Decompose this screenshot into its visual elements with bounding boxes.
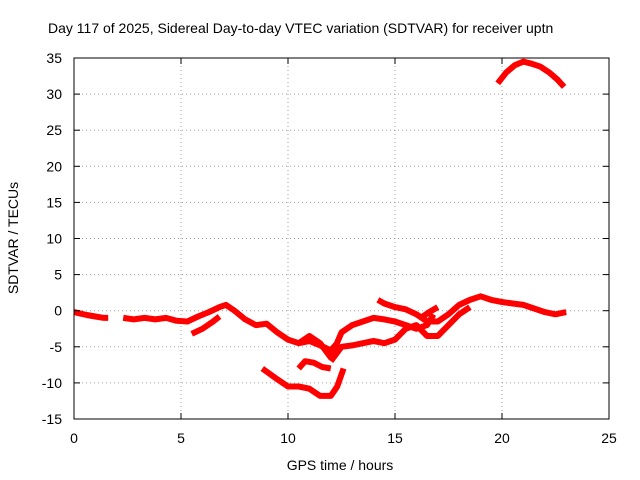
chart-title: Day 117 of 2025, Sidereal Day-to-day VTE… (48, 20, 553, 36)
series-line-arc-4 (297, 312, 437, 361)
y-axis-label: SDTVAR / TECUs (5, 182, 21, 294)
series-line-arc-8 (260, 366, 347, 399)
series-line-arc-9 (296, 358, 332, 372)
x-tick-label: 20 (494, 430, 510, 446)
x-axis-label: GPS time / hours (287, 457, 394, 473)
grid-lines (74, 58, 609, 419)
series-line-arc-7 (421, 304, 440, 319)
y-tick-label: -5 (50, 339, 63, 355)
series-line-arc-1 (73, 309, 109, 321)
series-line-arc-5 (328, 304, 472, 363)
series-line-arc-3 (190, 314, 222, 337)
axis-ticks: 0 5 10 15 20 25 -15 -10 -5 0 5 10 15 20 25 30 35 (42, 50, 617, 446)
x-tick-label: 0 (70, 430, 78, 446)
y-tick-label: 35 (46, 50, 62, 66)
data-series (73, 58, 567, 399)
series-line-arc-6 (376, 293, 567, 325)
x-tick-label: 25 (601, 430, 617, 446)
x-tick-label: 5 (177, 430, 185, 446)
y-tick-label: 20 (46, 158, 62, 174)
y-tick-label: 5 (54, 267, 62, 283)
series-line-arc-10 (495, 58, 567, 89)
y-tick-label: -10 (42, 375, 62, 391)
y-tick-label: 0 (54, 303, 62, 319)
y-tick-label: 15 (46, 194, 62, 210)
y-tick-label: -15 (42, 411, 62, 427)
x-tick-label: 10 (280, 430, 296, 446)
x-tick-label: 15 (387, 430, 403, 446)
y-tick-label: 10 (46, 231, 62, 247)
series-line-arc-2 (122, 301, 340, 354)
y-tick-label: 25 (46, 122, 62, 138)
y-tick-label: 30 (46, 86, 62, 102)
